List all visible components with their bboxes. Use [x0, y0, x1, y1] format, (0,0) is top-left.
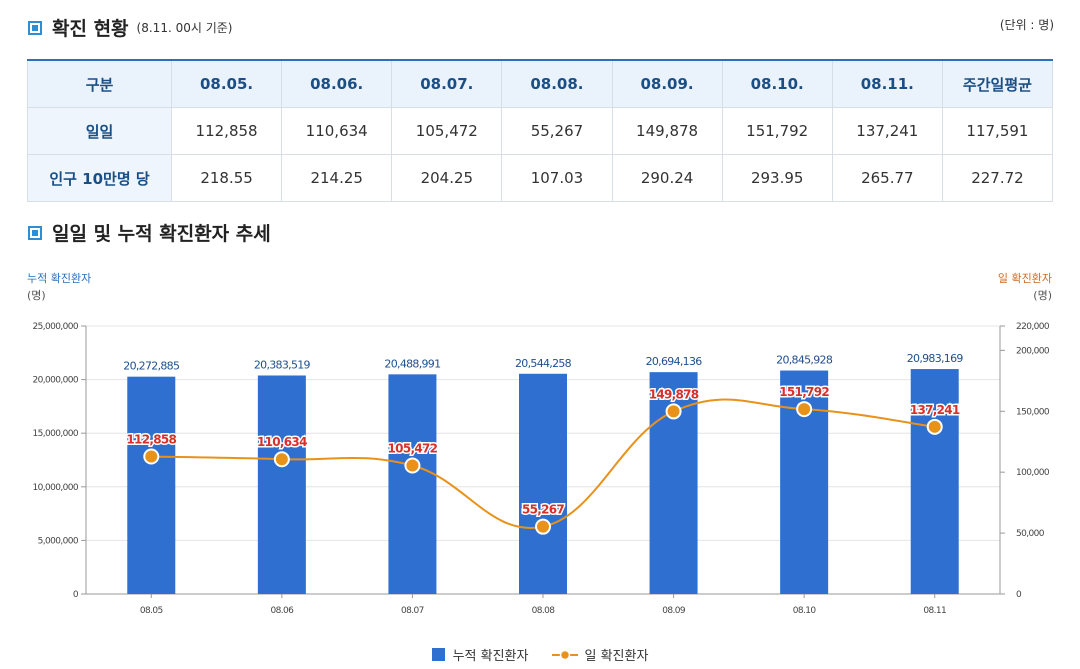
line-value-label: 112,858	[126, 433, 176, 447]
section-status-title: 확진 현황	[52, 18, 129, 40]
table-cell: 105,472	[391, 107, 503, 155]
bar	[257, 375, 306, 594]
left-axis-title: 누적 확진환자	[27, 272, 91, 285]
table-cell: 227.72	[941, 154, 1054, 202]
section-status-subtitle: (8.11. 00시 기준)	[136, 21, 233, 35]
line-point	[535, 518, 551, 535]
bar-value-label: 20,488,991	[384, 357, 440, 370]
left-tick-label: 10,000,000	[32, 483, 78, 493]
section-status-header: 확진 현황 (8.11. 00시 기준)	[28, 14, 232, 41]
bar	[519, 373, 567, 594]
x-tick-label: 08.08	[532, 606, 556, 616]
left-tick-label: 20,000,000	[32, 376, 78, 386]
bar-value-label: 20,272,885	[123, 360, 180, 373]
section-bullet-icon	[28, 225, 42, 240]
bar-value-label: 20,694,136	[646, 355, 703, 368]
bar	[127, 376, 176, 594]
table-header-cell: 08.05.	[170, 59, 283, 108]
left-tick-label: 15,000,000	[32, 429, 78, 439]
right-tick-label: 200,000	[1016, 346, 1050, 356]
table-cell: 137,241	[831, 107, 943, 155]
table-cell: 151,792	[721, 107, 833, 155]
table-header-cell: 08.07.	[391, 59, 503, 108]
line-value-label: 105,472	[388, 442, 438, 456]
table-cell: 218.55	[170, 154, 283, 202]
line-point	[796, 401, 813, 418]
table-header-cell: 08.10.	[721, 59, 833, 108]
table-cell: 204.25	[391, 154, 503, 202]
trend-chart: 누적 확진환자 (명) 일 확진환자 (명) 0 5,000,000 10,000,000 1…	[27, 271, 1052, 616]
table-cell: 290.24	[611, 154, 723, 202]
table-cell: 110,634	[281, 107, 393, 155]
line-point	[665, 403, 682, 420]
unit-label: (단위 : 명)	[999, 18, 1054, 32]
line-value-label: 151,792	[779, 385, 829, 399]
table-header-cell: 주간일평균	[941, 59, 1054, 108]
line-value-label: 110,634	[257, 435, 307, 449]
line-point	[143, 448, 160, 465]
table-cell: 265.77	[831, 154, 943, 202]
table-cell: 214.25	[281, 154, 393, 202]
line-value-label: 137,241	[910, 403, 960, 417]
section-trend-header: 일일 및 누적 확진환자 추세	[28, 219, 271, 246]
x-tick-label: 08.09	[662, 606, 686, 616]
line-point	[404, 457, 421, 474]
legend-item-daily: 일 확진환자	[552, 645, 648, 664]
section-trend-title: 일일 및 누적 확진환자 추세	[52, 223, 271, 245]
table-cell: 112,858	[170, 107, 283, 155]
x-tick-label: 08.11	[923, 606, 946, 616]
table-header-row: 구분 08.05. 08.06. 08.07. 08.08. 08.09. 08…	[27, 59, 1054, 108]
right-tick-label: 0	[1016, 590, 1022, 600]
table-cell: 149,878	[611, 107, 723, 155]
right-tick-label: 220,000	[1016, 322, 1050, 332]
x-tick-label: 08.05	[140, 606, 163, 616]
legend-line-swatch	[552, 649, 579, 660]
table-cell: 293.95	[721, 154, 833, 202]
row-label: 일일	[27, 107, 172, 155]
line-value-label: 55,267	[522, 503, 564, 517]
table-cell: 55,267	[501, 107, 613, 155]
table-cell: 107.03	[501, 154, 613, 202]
table-header-cell: 08.06.	[281, 59, 393, 108]
table-header-cell: 08.11.	[831, 59, 943, 108]
line-point	[273, 451, 290, 468]
x-tick-label: 08.07	[401, 606, 424, 616]
legend-label: 누적 확진환자	[452, 649, 529, 664]
bar-value-label: 20,383,519	[254, 358, 311, 371]
x-tick-label: 08.06	[270, 606, 294, 616]
bar-value-label: 20,544,258	[515, 357, 572, 370]
bar-value-label: 20,983,169	[907, 352, 964, 365]
status-table: 구분 08.05. 08.06. 08.07. 08.08. 08.09. 08…	[27, 59, 1054, 202]
x-tick-label: 08.10	[793, 606, 817, 616]
right-tick-label: 50,000	[1016, 529, 1045, 539]
bar-value-label: 20,845,928	[776, 354, 833, 367]
line-point	[926, 418, 943, 435]
table-header-cell: 08.08.	[501, 59, 613, 108]
bar	[910, 369, 959, 594]
right-tick-label: 100,000	[1016, 468, 1050, 478]
left-axis-unit: (명)	[27, 289, 46, 302]
bar	[388, 374, 437, 594]
right-axis-unit: (명)	[1033, 289, 1052, 302]
table-row: 일일 112,858 110,634 105,472 55,267 149,87…	[27, 107, 1054, 155]
left-tick-label: 5,000,000	[38, 536, 79, 546]
table-header-cell: 08.09.	[611, 59, 723, 108]
right-axis-title: 일 확진환자	[998, 271, 1052, 285]
line-value-label: 149,878	[649, 387, 699, 401]
table-cell: 117,591	[941, 107, 1054, 155]
table-header-cell: 구분	[27, 59, 172, 108]
legend-item-cumulative: 누적 확진환자	[431, 645, 529, 664]
left-tick-label: 25,000,000	[32, 322, 78, 332]
section-bullet-icon	[28, 20, 42, 35]
table-row: 인구 10만명 당 218.55 214.25 204.25 107.03 29…	[27, 154, 1054, 202]
right-tick-label: 150,000	[1016, 407, 1050, 417]
chart-legend: 누적 확진환자 일 확진환자	[0, 645, 1080, 664]
legend-label: 일 확진환자	[584, 649, 649, 664]
legend-bar-swatch	[431, 648, 445, 661]
left-tick-label: 0	[73, 590, 79, 600]
row-label: 인구 10만명 당	[27, 154, 172, 202]
